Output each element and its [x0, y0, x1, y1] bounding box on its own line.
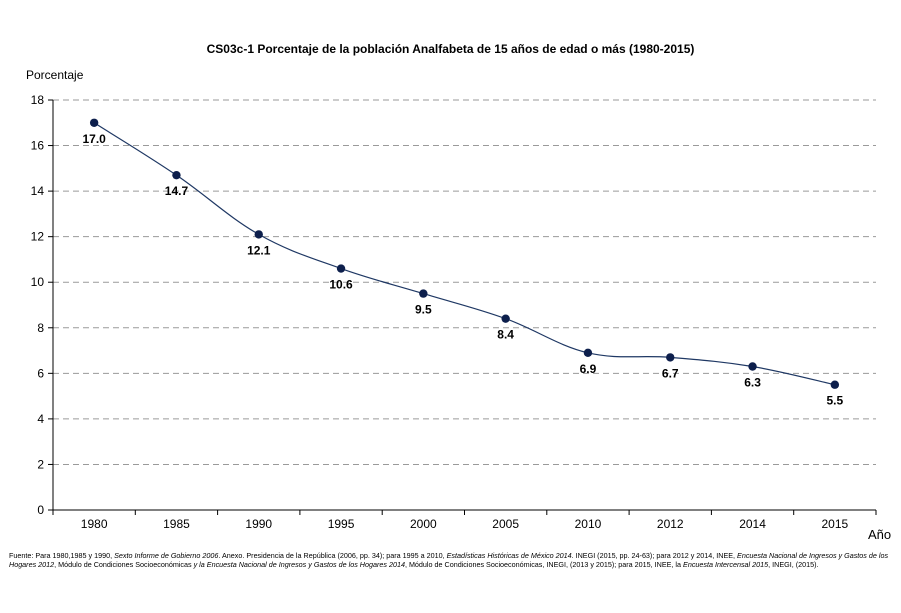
- y-tick-label: 2: [37, 457, 44, 471]
- data-label: 12.1: [247, 243, 271, 257]
- y-tick-label: 14: [31, 184, 45, 198]
- x-tick-label: 1985: [163, 517, 190, 531]
- x-tick-labels: 1980 1985 1990 1995 2000 2005 2010 2012 2014 2015: [81, 517, 849, 531]
- data-point: [583, 348, 593, 358]
- x-tick-label: 2014: [739, 517, 766, 531]
- x-tick-label: 2005: [492, 517, 519, 531]
- data-point: [666, 353, 675, 362]
- data-point: [501, 314, 510, 323]
- x-tick-label: 2012: [657, 517, 684, 531]
- data-point: [336, 264, 346, 273]
- data-label: 6.3: [744, 376, 761, 390]
- source-note-text: , Módulo de Condiciones Socioeconómicas: [54, 560, 194, 569]
- y-tick-labels: 0 2 4 6 8 10 12 14 16 18: [31, 93, 45, 517]
- chart-title: CS03c-1 Porcentaje de la población Analf…: [206, 42, 695, 56]
- data-labels: 17.0 14.7 12.1 10.6 9.5 8.4 6.9 6.7 6.3 5.5: [82, 132, 843, 408]
- source-note-title: Encuesta Intercensal 2015: [683, 560, 769, 569]
- y-tick-label: 10: [31, 275, 45, 289]
- x-tick-label: 2000: [410, 517, 437, 531]
- data-label: 14.7: [165, 184, 189, 198]
- data-point: [172, 170, 181, 180]
- y-axis-label: Porcentaje: [26, 68, 84, 82]
- source-note-title: Estadísticas Históricas de México 2014: [446, 551, 572, 560]
- source-note-title: Encuesta Nacional de Ingresos y Gastos d…: [9, 551, 889, 569]
- grid-lines: [53, 99, 876, 465]
- data-point: [419, 289, 428, 298]
- y-tick-label: 12: [31, 230, 45, 244]
- data-label: 6.7: [662, 366, 679, 380]
- data-point: [748, 362, 757, 371]
- y-tick-label: 18: [31, 93, 45, 107]
- source-note-text: . Anexo. Presidencia de la República (20…: [218, 551, 447, 560]
- line-chart: 0 2 4 6 8 10 12 14 16 18 1980 1985 1990 1995 2000 2005…: [31, 93, 877, 531]
- x-tick-label: 1980: [81, 517, 108, 531]
- source-note-text: , Módulo de Condiciones Socioeconómicas,…: [404, 560, 684, 569]
- data-points: [89, 118, 840, 389]
- source-note: Fuente: Para 1980,1985 y 1990, Sexto Inf…: [9, 551, 889, 569]
- source-note-text: Fuente: Para 1980,1985 y 1990,: [9, 551, 115, 560]
- data-point: [89, 118, 99, 127]
- source-note-title: Sexto Informe de Gobierno 2006: [114, 551, 219, 560]
- data-label: 6.9: [580, 362, 597, 376]
- axes: [48, 99, 877, 515]
- data-label: 17.0: [82, 132, 106, 146]
- x-tick-label: 1990: [245, 517, 272, 531]
- y-tick-label: 0: [37, 503, 44, 517]
- y-tick-label: 6: [37, 366, 44, 380]
- data-label: 10.6: [329, 278, 353, 292]
- y-tick-label: 16: [31, 139, 45, 153]
- data-label: 8.4: [497, 328, 514, 342]
- source-note-title: y la Encuesta Nacional de Ingresos y Gas…: [193, 560, 405, 569]
- source-note-text: . INEGI (2015, pp. 24-63); para 2012 y 2…: [571, 551, 738, 560]
- x-axis-label: Año: [868, 527, 892, 542]
- data-label: 5.5: [827, 394, 844, 408]
- x-tick-label: 2010: [575, 517, 602, 531]
- x-tick-label: 1995: [328, 517, 355, 531]
- data-label: 9.5: [415, 303, 432, 317]
- y-tick-label: 8: [37, 321, 44, 335]
- data-point: [830, 380, 840, 389]
- y-tick-label: 4: [37, 412, 44, 426]
- source-note-text: , INEGI, (2015).: [768, 560, 819, 569]
- x-tick-label: 2015: [821, 517, 848, 531]
- data-point: [254, 230, 263, 239]
- series-line: [93, 122, 835, 386]
